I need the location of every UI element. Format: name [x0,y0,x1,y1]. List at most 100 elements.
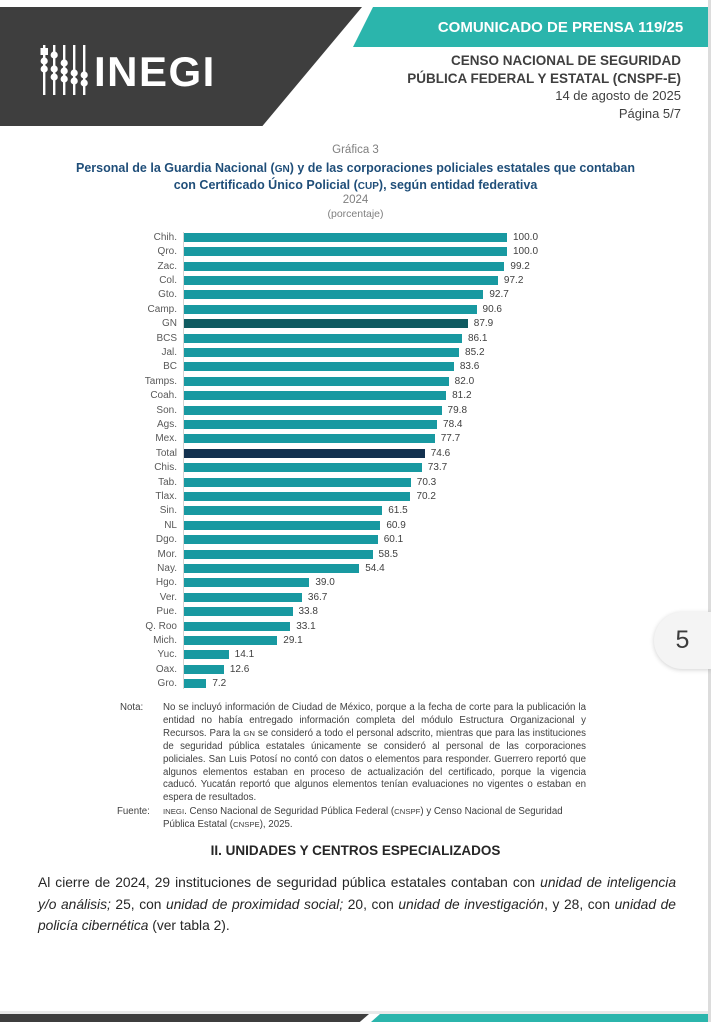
chart-row: Son. 79.8 [125,403,605,417]
inegi-logo: INEGI [40,45,214,95]
header-date: 14 de agosto de 2025 [555,88,681,103]
chart-row: Pue. 33.8 [125,605,605,619]
value-label: 90.6 [482,303,502,315]
bar [183,362,454,372]
value-label: 73.7 [427,462,448,474]
chart-row: Col. 97.2 [125,273,605,287]
value-label: 86.1 [467,332,488,344]
bar [183,290,484,300]
header-page-number: Página 5/7 [618,105,681,121]
category-label: GN [162,318,177,330]
value-label: 92.7 [489,289,509,301]
category-label: Col. [159,274,177,286]
bar [183,247,507,257]
value-label: 33.8 [298,606,318,618]
category-label: Jal. [161,346,177,358]
value-label: 70.2 [416,491,436,503]
value-label: 100.0 [513,246,539,258]
bar [183,434,435,444]
category-label: Dgo. [155,534,177,546]
chart-row: NL 60.9 [125,518,605,532]
value-label: 97.2 [503,274,524,286]
chart-row: Yuc. 14.1 [125,648,605,662]
chart-row: Tamps. 82.0 [125,374,605,388]
chart-row: Hgo. 39.0 [125,576,605,590]
category-label: BC [163,361,177,373]
value-label: 12.6 [229,663,250,675]
bar [183,261,505,271]
value-label: 36.7 [307,591,328,603]
graph-number-label: Gráfica 3 [332,144,379,156]
chart-row: Tab. 70.3 [125,475,605,489]
bar [183,376,449,386]
category-label: Coah. [150,390,177,402]
value-label: 39.0 [315,577,335,589]
source-label: Fuente: [117,806,150,817]
census-title-line2: PÚBLICA FEDERAL Y ESTATAL (CNSPF-E) [407,70,681,86]
chart-row: Chis. 73.7 [125,461,605,475]
value-label: 79.8 [447,404,468,416]
value-label: 78.4 [443,418,463,430]
paragraph-italic-segment: unidad de inteligencia y/o análisis; [38,875,677,912]
category-label: Ver. [159,591,177,603]
chart-row: BCS 86.1 [125,331,605,345]
chart-row: Mor. 58.5 [125,547,605,561]
value-label: 61.5 [388,505,408,517]
category-label: Tamps. [144,375,177,387]
chart-row: Camp. 90.6 [125,302,605,316]
chart-title-line1: Personal de la Guardia Nacional (GN) y d… [76,161,635,175]
category-label: Son. [156,404,177,416]
value-label: 58.5 [378,548,398,560]
category-label: Zac. [157,260,177,272]
bar [183,578,310,588]
paragraph-italic-segment: unidad de investigación [398,896,545,912]
chart-row: Oax. 12.6 [125,662,605,676]
value-label: 70.3 [416,476,437,488]
footer-teal-bar [371,1014,711,1022]
bar [183,304,477,314]
paragraph-segment: Al cierre de 2024, 29 instituciones de s… [38,875,541,890]
viewer-page-number: 5 [675,626,690,654]
bar [183,448,425,458]
value-label: 99.2 [510,260,530,272]
chart-row: Tlax. 70.2 [125,489,605,503]
bar [183,477,411,487]
chart-subtitle-year: 2024 [342,194,369,206]
category-label: Hgo. [155,577,177,589]
bar [183,319,468,329]
category-label: Camp. [147,303,177,315]
chart-row: Total 74.6 [125,446,605,460]
value-label: 60.9 [386,519,406,531]
bar [183,607,293,617]
chart-row: Dgo. 60.1 [125,533,605,547]
chart-row: Zac. 99.2 [125,259,605,273]
value-label: 14.1 [234,649,255,661]
category-label: Gro. [157,678,177,690]
chart-row: Ver. 36.7 [125,590,605,604]
category-label: Total [155,447,177,459]
bar [183,347,460,357]
chart-row: Nay. 54.4 [125,561,605,575]
value-label: 74.6 [430,447,451,459]
category-label: Mich. [153,635,177,647]
press-release-title: COMUNICADO DE PRENSA 119/25 [437,18,684,36]
category-label: Sin. [159,505,177,517]
section-heading: II. UNIDADES Y CENTROS ESPECIALIZADOS [210,843,501,858]
bar [183,520,381,530]
category-label: NL [164,519,177,531]
chart-row: BC 83.6 [125,360,605,374]
value-label: 83.6 [459,361,480,373]
category-label: Ags. [156,418,177,430]
census-title-line1: CENSO NACIONAL DE SEGURIDAD [450,53,681,68]
bar [183,492,411,502]
bottom-separator-line [0,1011,711,1014]
bar [183,664,224,674]
note-label: Nota: [120,702,144,713]
chart-title-line2: con Certificado Único Policial (CUP), se… [173,177,538,192]
category-label: Pue. [156,606,177,618]
footer-dark-bar [0,1014,369,1022]
body-paragraph: Al cierre de 2024, 29 instituciones de s… [38,872,676,937]
bar [183,463,422,473]
chart-row: Jal. 85.2 [125,345,605,359]
